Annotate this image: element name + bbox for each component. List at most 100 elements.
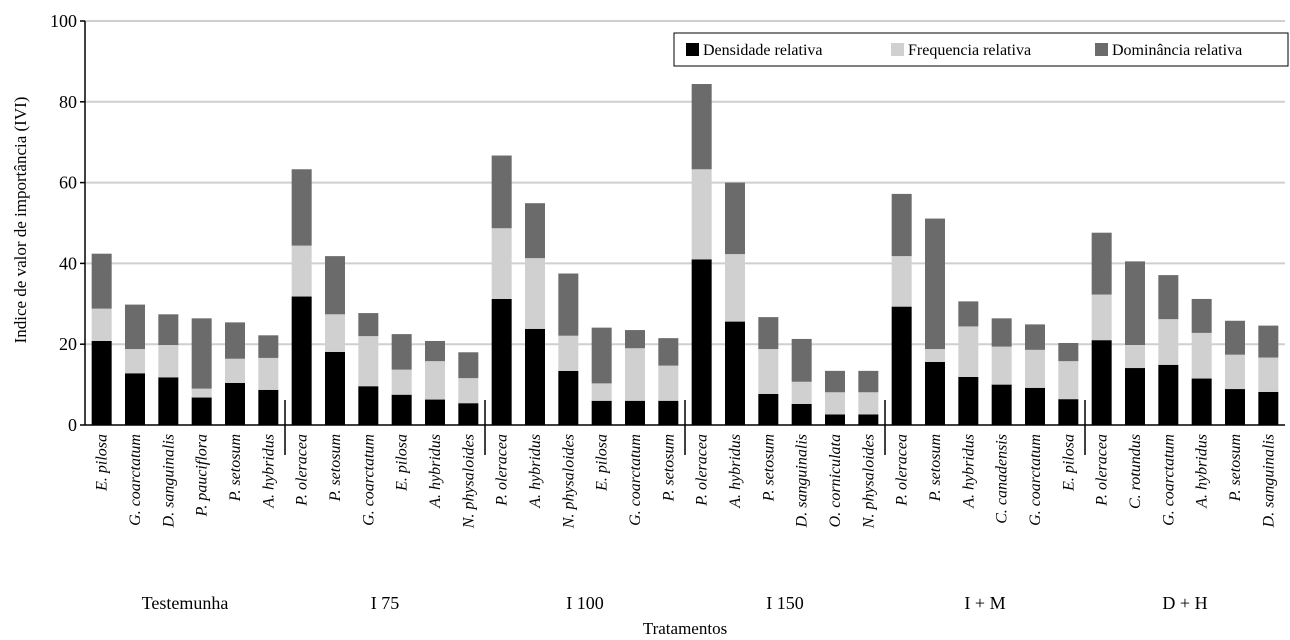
bar-densidade-relativa-0 — [91, 340, 112, 425]
bar-densidade-relativa-27 — [991, 384, 1012, 425]
x-tick-label: A. hybridus — [727, 434, 744, 509]
bar-densidade-relativa-7 — [325, 351, 345, 425]
x-tick-label: P. setosum — [760, 434, 777, 502]
bar-densidade-relativa-9 — [391, 394, 412, 425]
bar-frequencia-relativa-34 — [1225, 354, 1245, 390]
group-label: I 75 — [371, 593, 400, 613]
bar-frequencia-relativa-0 — [91, 308, 112, 341]
bar-densidade-relativa-28 — [1025, 387, 1045, 425]
bar-densidade-relativa-6 — [291, 296, 312, 425]
bar-frequencia-relativa-27 — [991, 346, 1012, 385]
x-tick-label: O. corniculata — [827, 434, 844, 527]
group-label: Testemunha — [142, 593, 229, 613]
x-tick-label: A. hybridus — [427, 434, 444, 509]
bar-densidade-relativa-22 — [825, 414, 845, 425]
bar-domin-ncia-relativa-30 — [1091, 232, 1112, 295]
bar-frequencia-relativa-15 — [591, 383, 612, 401]
y-tick-label: 40 — [59, 253, 77, 273]
x-tick-label: P. setosum — [327, 434, 344, 502]
bar-frequencia-relativa-25 — [925, 349, 945, 362]
x-tick-label: P. oleracea — [694, 434, 711, 507]
axes — [80, 20, 1285, 455]
bar-frequencia-relativa-24 — [891, 256, 912, 307]
bar-densidade-relativa-1 — [125, 373, 145, 425]
x-tick-label: G. coarctatum — [1160, 434, 1177, 526]
legend-swatch-domin-ncia-relativa — [1095, 43, 1108, 56]
x-tick-label: P. oleracea — [294, 434, 311, 507]
bar-densidade-relativa-20 — [758, 393, 779, 425]
y-tick-label: 20 — [59, 334, 77, 354]
bar-densidade-relativa-32 — [1158, 364, 1179, 425]
x-tick-label: P. setosum — [227, 434, 244, 502]
bar-frequencia-relativa-8 — [358, 336, 379, 387]
x-tick-label: E. pilosa — [394, 434, 411, 492]
x-tick-label: N. physaloides — [860, 434, 877, 529]
x-tick-label: D. sanguinalis — [1260, 434, 1277, 528]
legend-label-domin-ncia-relativa: Dominância relativa — [1112, 42, 1242, 59]
bar-domin-ncia-relativa-22 — [825, 370, 845, 393]
bar-domin-ncia-relativa-3 — [191, 318, 212, 389]
x-tick-label: P. oleracea — [1094, 434, 1111, 507]
bar-domin-ncia-relativa-32 — [1158, 275, 1179, 320]
bar-domin-ncia-relativa-27 — [991, 318, 1012, 347]
bar-densidade-relativa-26 — [958, 376, 979, 425]
bar-frequencia-relativa-7 — [325, 314, 345, 352]
gridlines — [85, 20, 1285, 346]
bar-domin-ncia-relativa-25 — [925, 218, 945, 350]
x-tick-label: C. rotundus — [1127, 434, 1144, 509]
bar-densidade-relativa-31 — [1125, 368, 1145, 425]
y-tick-labels: 0 20 40 60 80 100 — [50, 11, 77, 435]
bar-domin-ncia-relativa-19 — [725, 182, 745, 255]
bar-domin-ncia-relativa-13 — [525, 203, 545, 259]
x-tick-label: G. coarctatum — [360, 434, 377, 526]
bar-densidade-relativa-13 — [525, 328, 545, 425]
bar-domin-ncia-relativa-11 — [458, 352, 479, 379]
legend-swatch-densidade-relativa — [686, 43, 699, 56]
bar-domin-ncia-relativa-17 — [658, 338, 679, 366]
bar-frequencia-relativa-10 — [425, 361, 445, 400]
x-tick-label: G. coarctatum — [127, 434, 144, 526]
x-tick-label: D. sanguinalis — [160, 434, 177, 528]
bar-frequencia-relativa-17 — [658, 365, 679, 401]
bar-domin-ncia-relativa-6 — [291, 169, 312, 246]
bar-domin-ncia-relativa-23 — [858, 370, 879, 393]
bar-densidade-relativa-30 — [1091, 340, 1112, 425]
bar-domin-ncia-relativa-5 — [258, 335, 279, 358]
x-tick-label: P. setosum — [927, 434, 944, 502]
bar-frequencia-relativa-9 — [391, 369, 412, 395]
bar-frequencia-relativa-31 — [1125, 345, 1145, 369]
legend: Densidade relativa Frequencia relativa Dom… — [673, 32, 1289, 67]
bar-domin-ncia-relativa-31 — [1125, 261, 1145, 346]
bar-domin-ncia-relativa-26 — [958, 301, 979, 327]
x-tick-label: C. canadensis — [994, 434, 1011, 524]
bar-frequencia-relativa-19 — [725, 254, 745, 322]
bar-domin-ncia-relativa-14 — [558, 273, 579, 336]
bar-domin-ncia-relativa-21 — [791, 338, 812, 382]
bar-frequencia-relativa-35 — [1258, 357, 1279, 392]
bar-domin-ncia-relativa-9 — [391, 334, 412, 370]
x-tick-label: E. pilosa — [594, 434, 611, 492]
y-tick-label: 60 — [59, 173, 77, 193]
bar-frequencia-relativa-33 — [1191, 332, 1212, 379]
legend-label-frequencia-relativa: Frequencia relativa — [908, 42, 1031, 59]
bar-frequencia-relativa-2 — [158, 345, 179, 378]
x-tick-labels: E. pilosa G. coarctatum D. sanguinalis P. p… — [94, 434, 1278, 529]
bar-frequencia-relativa-16 — [625, 348, 645, 401]
bar-frequencia-relativa-30 — [1091, 294, 1112, 341]
bar-frequencia-relativa-21 — [791, 381, 812, 404]
bar-densidade-relativa-25 — [925, 361, 945, 425]
x-tick-label: A. hybridus — [1194, 434, 1211, 509]
bars — [91, 84, 1279, 425]
bar-densidade-relativa-33 — [1191, 378, 1212, 425]
bar-frequencia-relativa-1 — [125, 349, 145, 374]
bar-domin-ncia-relativa-29 — [1058, 342, 1079, 362]
bar-densidade-relativa-24 — [891, 306, 912, 425]
x-tick-label: E. pilosa — [94, 434, 111, 492]
bar-densidade-relativa-4 — [225, 382, 245, 425]
group-label: I 150 — [766, 593, 804, 613]
bar-domin-ncia-relativa-0 — [91, 253, 112, 309]
bar-domin-ncia-relativa-15 — [591, 327, 612, 384]
bar-densidade-relativa-14 — [558, 370, 579, 425]
bar-frequencia-relativa-14 — [558, 335, 579, 371]
